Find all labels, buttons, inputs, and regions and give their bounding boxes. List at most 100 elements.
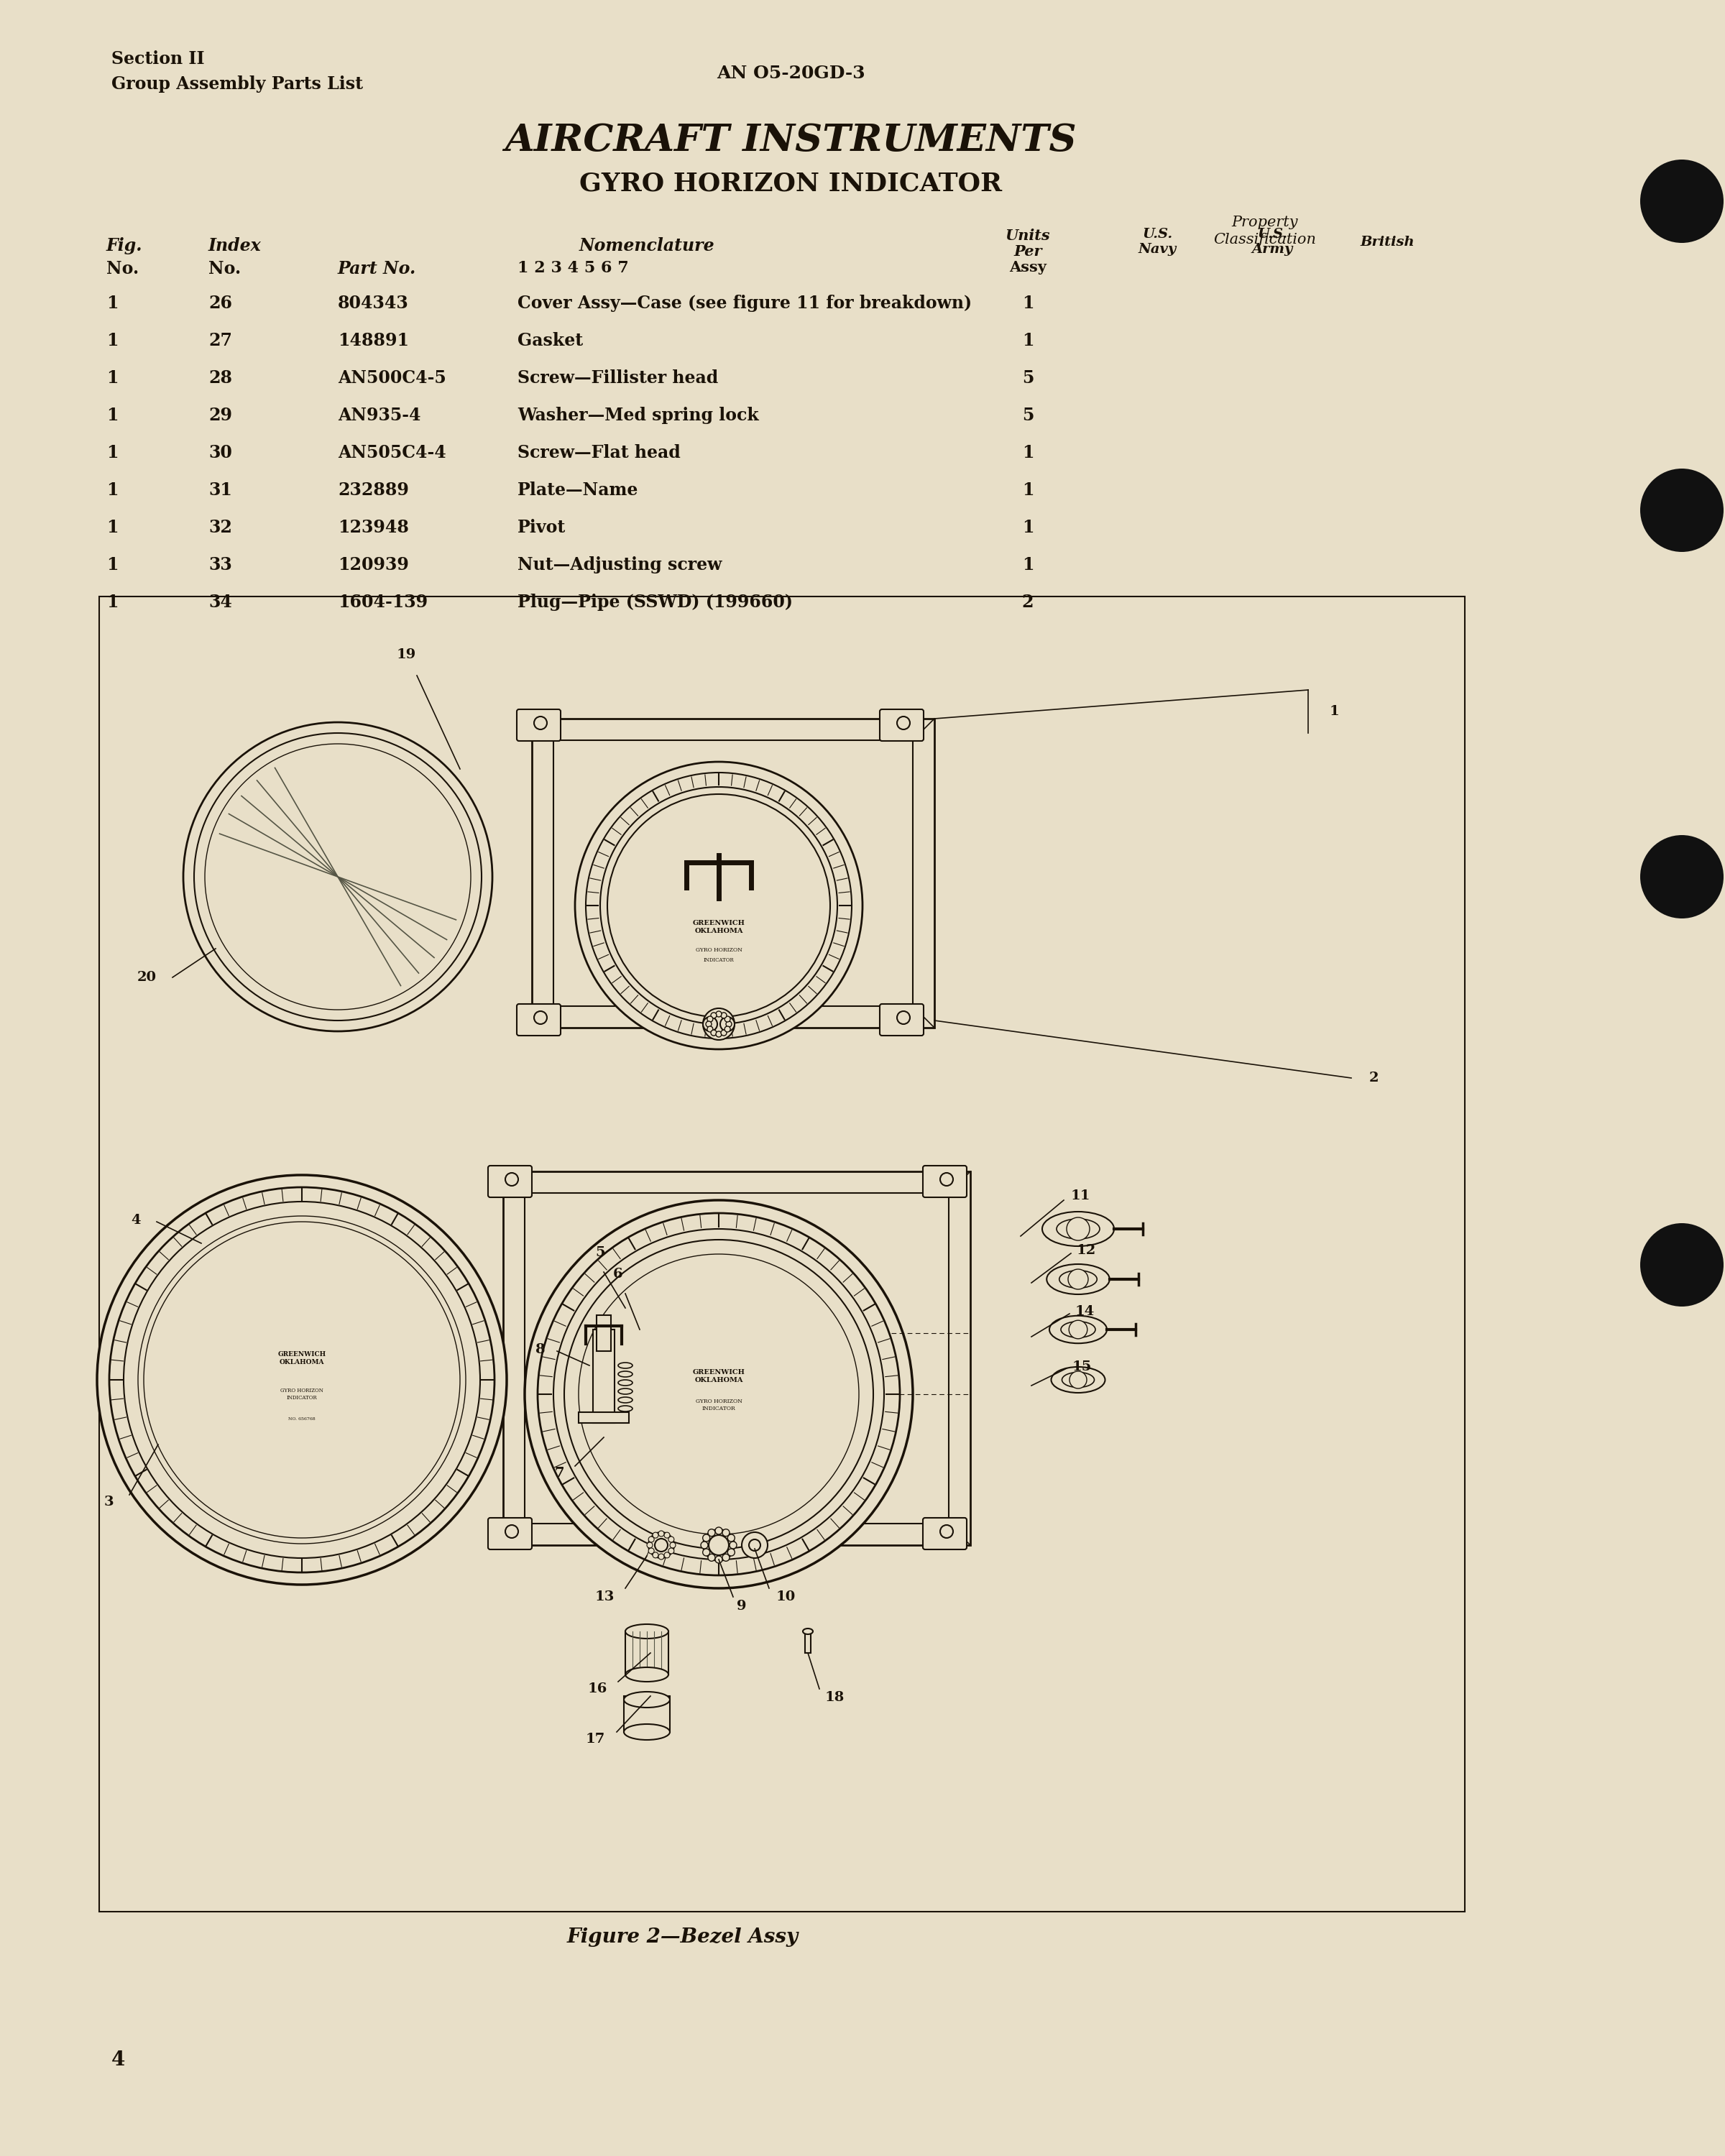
Text: 27: 27 — [209, 332, 233, 349]
Text: Plate—Name: Plate—Name — [518, 481, 638, 498]
Circle shape — [649, 1537, 654, 1542]
Text: 1: 1 — [107, 481, 119, 498]
Circle shape — [505, 1524, 518, 1537]
Text: 5: 5 — [595, 1246, 605, 1259]
Text: 32: 32 — [209, 520, 233, 537]
Text: 2: 2 — [1370, 1072, 1378, 1084]
Circle shape — [940, 1173, 952, 1186]
Bar — [524, 1192, 949, 1524]
Circle shape — [716, 1011, 721, 1018]
Text: GREENWICH
OKLAHOMA: GREENWICH OKLAHOMA — [692, 921, 745, 934]
Circle shape — [704, 1018, 718, 1031]
Bar — [100, 597, 1465, 1912]
FancyBboxPatch shape — [923, 1166, 966, 1197]
Circle shape — [564, 1240, 873, 1548]
Circle shape — [659, 1554, 664, 1559]
Text: Washer—Med spring lock: Washer—Med spring lock — [518, 407, 759, 425]
Text: 1: 1 — [1021, 556, 1033, 573]
Ellipse shape — [624, 1725, 669, 1740]
Circle shape — [1640, 834, 1723, 918]
FancyBboxPatch shape — [518, 1005, 561, 1035]
Circle shape — [649, 1533, 674, 1559]
Text: 4: 4 — [112, 2050, 126, 2070]
Circle shape — [649, 1548, 654, 1554]
Text: 1: 1 — [107, 444, 119, 461]
Circle shape — [704, 1009, 735, 1039]
Text: AN500C4-5: AN500C4-5 — [338, 369, 447, 386]
Text: Index: Index — [209, 237, 262, 254]
Text: Navy: Navy — [1138, 244, 1176, 257]
Circle shape — [652, 1552, 659, 1559]
Text: 34: 34 — [209, 593, 233, 610]
Ellipse shape — [624, 1692, 669, 1708]
Ellipse shape — [618, 1363, 633, 1369]
Text: 1: 1 — [1021, 332, 1033, 349]
Circle shape — [723, 1554, 730, 1561]
Text: 2: 2 — [1021, 593, 1033, 610]
Circle shape — [524, 1201, 913, 1589]
Bar — [531, 718, 935, 1028]
Text: 13: 13 — [595, 1591, 614, 1604]
Circle shape — [554, 1229, 885, 1559]
Text: 1: 1 — [107, 369, 119, 386]
Text: Section II: Section II — [112, 50, 205, 67]
Text: Nomenclature: Nomenclature — [580, 237, 714, 254]
Text: 4: 4 — [131, 1214, 141, 1227]
Text: 120939: 120939 — [338, 556, 409, 573]
Text: 1: 1 — [107, 295, 119, 313]
Circle shape — [538, 1214, 900, 1576]
Circle shape — [574, 761, 862, 1050]
Ellipse shape — [618, 1380, 633, 1386]
Ellipse shape — [626, 1623, 669, 1639]
Circle shape — [721, 1018, 735, 1031]
Text: AN O5-20GD-3: AN O5-20GD-3 — [716, 65, 864, 82]
Text: 3: 3 — [104, 1496, 114, 1509]
FancyBboxPatch shape — [518, 709, 561, 742]
Text: Screw—Flat head: Screw—Flat head — [518, 444, 680, 461]
Text: 31: 31 — [209, 481, 233, 498]
Text: 232889: 232889 — [338, 481, 409, 498]
Text: Part No.: Part No. — [338, 261, 416, 278]
Text: 8: 8 — [535, 1343, 545, 1356]
Ellipse shape — [618, 1388, 633, 1395]
Text: 14: 14 — [1075, 1304, 1095, 1317]
Text: 1: 1 — [107, 593, 119, 610]
Text: Gasket: Gasket — [518, 332, 583, 349]
Ellipse shape — [618, 1397, 633, 1404]
Text: 9: 9 — [737, 1600, 747, 1613]
Text: 804343: 804343 — [338, 295, 409, 313]
Ellipse shape — [1063, 1373, 1094, 1388]
Circle shape — [669, 1542, 676, 1548]
Text: Property: Property — [1232, 216, 1299, 229]
Ellipse shape — [1051, 1367, 1106, 1393]
Text: 20: 20 — [138, 970, 157, 983]
Circle shape — [728, 1535, 735, 1542]
Circle shape — [897, 716, 911, 729]
Circle shape — [652, 1533, 659, 1537]
Circle shape — [728, 1548, 735, 1557]
Text: 1: 1 — [107, 332, 119, 349]
Circle shape — [600, 787, 837, 1024]
Text: GYRO HORIZON
INDICATOR: GYRO HORIZON INDICATOR — [695, 1399, 742, 1412]
Text: 29: 29 — [209, 407, 233, 425]
Bar — [578, 1412, 630, 1423]
Circle shape — [664, 1533, 669, 1537]
Text: Pivot: Pivot — [518, 520, 566, 537]
Bar — [624, 1697, 669, 1731]
Ellipse shape — [1059, 1270, 1097, 1287]
Circle shape — [109, 1188, 495, 1572]
Text: 123948: 123948 — [338, 520, 409, 537]
Text: 26: 26 — [209, 295, 233, 313]
Circle shape — [742, 1533, 768, 1559]
Circle shape — [721, 1013, 726, 1018]
Circle shape — [724, 1026, 730, 1033]
Circle shape — [587, 772, 852, 1039]
Text: 18: 18 — [825, 1690, 845, 1703]
Text: U.S.: U.S. — [1258, 229, 1287, 241]
Bar — [554, 740, 913, 1007]
Circle shape — [940, 1524, 952, 1537]
Text: Nut—Adjusting screw: Nut—Adjusting screw — [518, 556, 721, 573]
Ellipse shape — [1061, 1322, 1095, 1337]
Circle shape — [702, 1535, 711, 1542]
Text: 1: 1 — [107, 407, 119, 425]
